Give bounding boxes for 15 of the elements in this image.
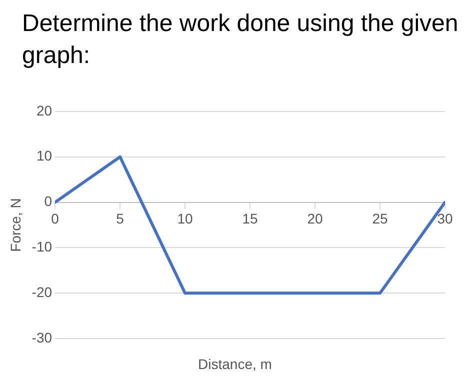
x-tick-label: 20 [307, 210, 324, 227]
x-tick-label: 10 [177, 210, 194, 227]
x-tick-label: 30 [437, 210, 453, 227]
y-tick-label: 20 [36, 102, 52, 118]
y-tick-label: -20 [32, 284, 52, 300]
y-tick-label: 10 [36, 148, 52, 164]
x-tick-label: 15 [242, 210, 258, 227]
y-tick-label: 0 [44, 193, 52, 210]
chart-title: Determine the work done using the given graph: [22, 9, 460, 71]
x-tick-label: 5 [116, 210, 124, 227]
x-axis-title: Distance, m [197, 356, 273, 372]
x-tick-label: 25 [372, 210, 388, 227]
y-tick-label: -10 [32, 238, 52, 255]
y-tick-label: -30 [32, 329, 52, 346]
y-axis-title: Force, N [7, 198, 24, 252]
